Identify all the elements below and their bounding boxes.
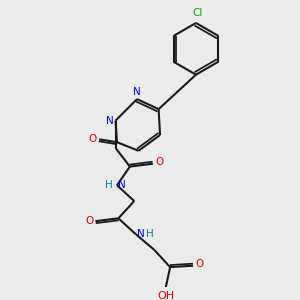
- Text: H: H: [146, 229, 153, 239]
- Text: OH: OH: [157, 291, 174, 300]
- Text: N: N: [118, 180, 126, 190]
- Text: N: N: [137, 229, 145, 239]
- Text: N: N: [106, 116, 114, 126]
- Text: Cl: Cl: [192, 8, 203, 18]
- Text: O: O: [85, 216, 93, 226]
- Text: H: H: [105, 180, 113, 190]
- Text: N: N: [133, 87, 141, 97]
- Text: O: O: [155, 157, 164, 167]
- Text: O: O: [88, 134, 97, 144]
- Text: O: O: [195, 259, 203, 269]
